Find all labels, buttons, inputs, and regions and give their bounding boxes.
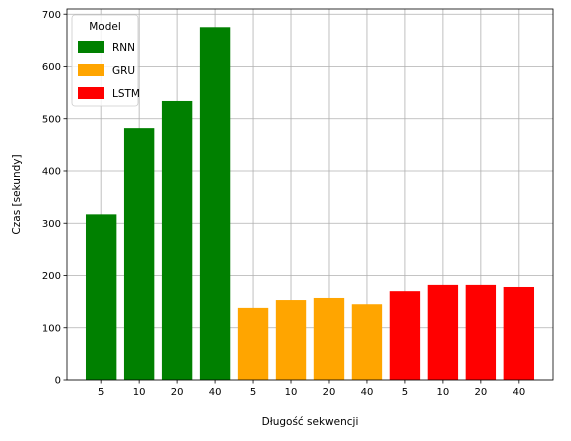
- bar-rnn-10: [123, 128, 155, 380]
- y-tick-label: 100: [42, 323, 61, 334]
- y-axis-label: Czas [sekundy]: [11, 154, 23, 234]
- legend-label-gru: GRU: [112, 65, 135, 77]
- x-tick-label: 5: [402, 387, 408, 398]
- bar-lstm-10: [427, 284, 459, 380]
- x-tick-label: 5: [250, 387, 256, 398]
- legend-swatch-lstm: [78, 87, 104, 99]
- plot-frame: [66, 8, 554, 381]
- legend-swatch-gru: [78, 64, 104, 76]
- x-tick-label: 40: [209, 387, 222, 398]
- x-axis-label: Długość sekwencji: [262, 416, 359, 428]
- y-tick-label: 300: [42, 219, 61, 230]
- bar-lstm-40: [503, 286, 535, 380]
- bar-gru-10: [275, 300, 307, 380]
- y-tick-label: 200: [42, 271, 61, 282]
- legend: Model RNN GRU LSTM: [71, 14, 140, 107]
- bar-lstm-5: [389, 291, 421, 380]
- y-tick-label: 600: [42, 62, 61, 73]
- legend-entries: RNN GRU LSTM: [78, 41, 140, 100]
- x-tick-label: 10: [285, 387, 298, 398]
- y-tick-label: 500: [42, 114, 61, 125]
- bar-gru-20: [313, 297, 345, 380]
- x-tick-label: 20: [323, 387, 336, 398]
- legend-label-rnn: RNN: [112, 42, 135, 54]
- x-axis-ticks: 5 10 20 40 5 10 20 40 5 10 20 40: [98, 380, 525, 398]
- bar-gru-5: [237, 307, 269, 380]
- x-tick-label: 10: [437, 387, 450, 398]
- x-tick-label: 5: [98, 387, 104, 398]
- y-tick-label: 400: [42, 167, 61, 178]
- legend-swatch-rnn: [78, 41, 104, 53]
- x-tick-label: 20: [171, 387, 184, 398]
- x-tick-label: 40: [512, 387, 525, 398]
- x-tick-label: 20: [474, 387, 487, 398]
- y-axis-ticks: 0 100 200 300 400 500 600 700: [42, 10, 67, 387]
- y-tick-label: 700: [42, 10, 61, 21]
- x-tick-label: 10: [133, 387, 146, 398]
- bar-gru-40: [351, 304, 383, 380]
- legend-box: [71, 14, 139, 107]
- legend-label-lstm: LSTM: [112, 88, 140, 100]
- legend-title: Model: [89, 21, 121, 33]
- bar-rnn-20: [161, 100, 193, 381]
- bar-rnn-5: [85, 214, 117, 380]
- bar-rnn-40: [199, 27, 231, 381]
- bar-lstm-20: [465, 284, 497, 380]
- bars: [85, 27, 535, 381]
- x-tick-label: 40: [361, 387, 374, 398]
- y-tick-label: 0: [55, 376, 61, 387]
